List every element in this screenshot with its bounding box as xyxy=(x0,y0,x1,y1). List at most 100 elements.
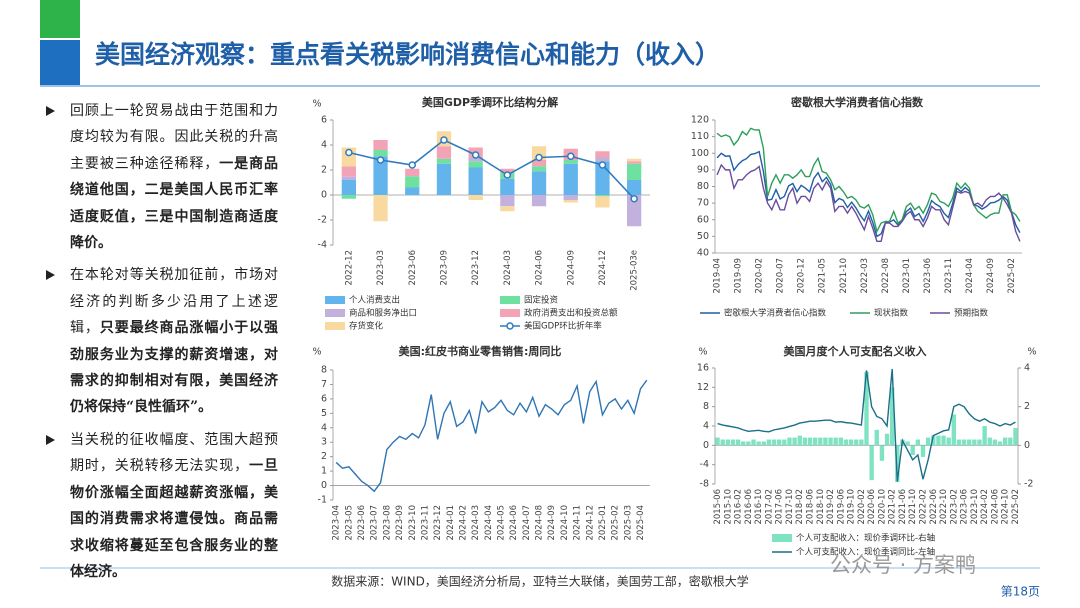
x-tick-label: 2019-04 xyxy=(713,258,723,294)
bar xyxy=(595,157,610,162)
legend-swatch xyxy=(325,322,345,330)
bar xyxy=(854,439,859,446)
line-marker xyxy=(345,148,353,157)
line-marker xyxy=(567,152,575,160)
bar xyxy=(595,196,610,208)
x-tick-label: 2015-10 xyxy=(723,489,733,525)
x-tick-label: 2023-08 xyxy=(382,505,392,541)
y-tick-label: 2 xyxy=(321,451,327,462)
bar xyxy=(859,439,864,446)
legend-marker xyxy=(506,322,514,330)
x-tick-label: 2024-12 xyxy=(598,250,608,286)
x-tick-label: 2023-10 xyxy=(970,489,980,525)
y-tick-label: 50 xyxy=(697,231,709,242)
bar xyxy=(956,439,962,446)
bar xyxy=(884,433,890,446)
slide-title: 美国经济观察：重点看关税影响消费信心和能力（收入） xyxy=(95,40,720,69)
line-series xyxy=(717,368,1016,482)
chart-title: 美国GDP季调环比结构分解 xyxy=(422,95,558,109)
bar xyxy=(468,161,483,168)
bar xyxy=(920,445,926,457)
y-tick-label: 60 xyxy=(697,214,709,225)
bar xyxy=(961,439,967,446)
bar xyxy=(951,414,956,446)
y-tick-label: -4 xyxy=(700,459,709,470)
bar xyxy=(373,140,388,150)
x-tick-label: 2023-10 xyxy=(408,505,418,541)
y-unit: % xyxy=(312,99,321,110)
bullet: 在本轮对等关税加征前，市场对经济的判断多少沿用了上述逻辑，只要最终商品涨幅小于以… xyxy=(42,262,278,420)
y-tick-label: 7 xyxy=(321,379,327,390)
y-tick-label: 120 xyxy=(691,115,709,126)
bullet-emphasis: 一旦物价涨幅全面超越薪资涨幅，美国的消费需求将遭侵蚀。商品需求收缩将蔓延至包含服… xyxy=(70,458,279,580)
bar xyxy=(802,437,808,446)
line-marker xyxy=(598,161,607,169)
bar xyxy=(905,441,910,446)
bar xyxy=(972,439,977,446)
x-tick-label: 2023-03 xyxy=(376,250,386,286)
x-tick-label: 2023-02 xyxy=(949,489,959,525)
chart-title: 美国月度个人可支配名义收入 xyxy=(784,344,927,358)
bar xyxy=(627,195,642,227)
legend-label: 商品和服务净出口 xyxy=(349,308,417,319)
bar xyxy=(627,180,642,195)
y-tick-label: -8 xyxy=(700,479,709,490)
bar xyxy=(1013,427,1018,446)
bar xyxy=(843,439,849,446)
x-tick-label: 2017-06 xyxy=(775,489,785,525)
bar xyxy=(563,200,578,203)
x-tick-label: 2018-02 xyxy=(795,489,805,525)
bar xyxy=(341,166,356,177)
x-tick-label: 2024-09 xyxy=(986,258,996,294)
x-tick-label: 2024-06 xyxy=(535,250,545,286)
y-tick-label: 16 xyxy=(697,363,709,374)
x-tick-label: 2020-06 xyxy=(867,489,877,525)
line-marker xyxy=(535,153,543,162)
x-tick-label: 2025-03 xyxy=(623,505,633,541)
y-tick-label: 6 xyxy=(321,393,327,404)
x-tick-label: 2023-07 xyxy=(370,505,380,541)
y-tick-label: 0 xyxy=(703,440,709,451)
bar xyxy=(500,168,515,173)
x-tick-label: 2023-12 xyxy=(433,505,443,541)
line-marker xyxy=(503,171,512,179)
x-tick-label: 2017-10 xyxy=(785,489,795,525)
bar xyxy=(925,437,931,446)
bar xyxy=(997,441,1003,446)
bar xyxy=(982,426,987,446)
x-tick-label: 2019-02 xyxy=(826,489,836,525)
bar xyxy=(992,439,998,446)
y-tick-label: 40 xyxy=(697,248,709,259)
x-tick-label: 2024-04 xyxy=(484,505,494,541)
x-tick-label: 2018-06 xyxy=(806,489,816,525)
x-tick-label: 2023-12 xyxy=(471,250,481,286)
bar xyxy=(771,439,777,446)
y2-tick-label: 2 xyxy=(1024,401,1030,412)
x-tick-label: 2023-11 xyxy=(420,505,430,541)
legend-label: 预期指数 xyxy=(954,308,989,319)
y-tick-label: 80 xyxy=(697,181,709,192)
x-tick-label: 2021-06 xyxy=(898,489,908,525)
x-tick-label: 2024-02 xyxy=(980,489,990,525)
bar xyxy=(838,437,844,446)
bullet-list: 回顾上一轮贸易战由于范围和力度均较为有限。因此关税的升高主要被三种途径稀释，一是… xyxy=(42,98,278,591)
x-tick-label: 2020-02 xyxy=(755,258,765,294)
bar xyxy=(766,439,772,446)
y-tick-label: 0 xyxy=(321,190,327,201)
bar xyxy=(797,435,802,446)
bar xyxy=(823,437,828,446)
bar xyxy=(946,437,951,446)
x-tick-label: 2024-02 xyxy=(458,505,468,541)
x-tick-label: 2025-02 xyxy=(611,505,621,541)
x-tick-label: 2016-06 xyxy=(744,489,754,525)
legend-label: 存货变化 xyxy=(349,321,384,332)
y-tick-label: 5 xyxy=(321,408,327,419)
line-marker xyxy=(376,156,385,164)
bar xyxy=(879,445,885,461)
bar xyxy=(595,151,610,158)
bar xyxy=(500,206,515,212)
bar xyxy=(777,439,782,446)
x-tick-label: 2023-06 xyxy=(357,505,367,541)
bar xyxy=(373,150,388,157)
